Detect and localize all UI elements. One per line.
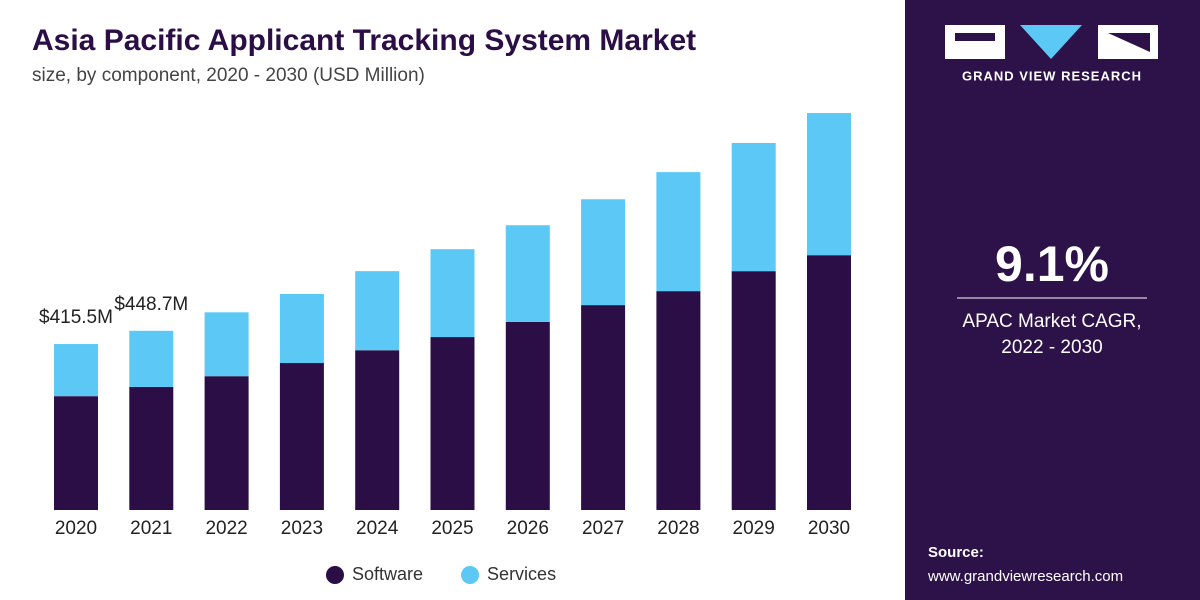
bar-segment <box>505 321 550 510</box>
bar-segment <box>54 344 98 397</box>
bar-segment <box>54 396 98 510</box>
cagr-label: APAC Market CAGR, <box>962 311 1141 332</box>
x-tick-label: 2030 <box>808 518 850 539</box>
source-title: Source: <box>928 544 984 561</box>
cagr-label: 2022 - 2030 <box>1001 337 1102 358</box>
x-tick-label: 2029 <box>733 518 775 539</box>
bar-segment <box>807 113 851 256</box>
logo-block <box>945 25 1005 59</box>
bar-segment <box>656 172 701 292</box>
logo: GRAND VIEW RESEARCH <box>945 25 1158 83</box>
bar-segment <box>656 291 701 510</box>
bar-segment <box>355 350 400 510</box>
legend-swatch <box>326 566 344 584</box>
sidebar-background <box>905 0 1200 600</box>
bar-segment <box>204 376 249 510</box>
source-url: www.grandviewresearch.com <box>927 568 1123 585</box>
logo-cut <box>955 33 995 41</box>
chart-subtitle: size, by component, 2020 - 2030 (USD Mil… <box>32 65 425 86</box>
bar-segment <box>129 386 174 510</box>
brand: GRAND VIEW RESEARCH <box>962 68 1142 83</box>
bar-segment <box>581 305 626 510</box>
x-tick-label: 2022 <box>205 518 247 539</box>
bar-segment <box>279 363 324 510</box>
bar-segment <box>505 225 550 322</box>
total-label: $448.7M <box>114 294 188 315</box>
x-tick-label: 2026 <box>507 518 549 539</box>
x-tick-label: 2021 <box>130 518 172 539</box>
bar-segment <box>204 312 249 377</box>
logo-cut <box>1108 33 1150 52</box>
bar-segment <box>279 293 324 364</box>
logo-triangle <box>1020 25 1082 59</box>
legend-swatch <box>461 566 480 584</box>
legend-label: Software <box>352 564 423 584</box>
x-tick-label: 2027 <box>582 518 624 539</box>
bar-segment <box>430 249 475 338</box>
x-tick-label: 2020 <box>55 518 97 539</box>
cagr-value: 9.1% <box>995 236 1109 292</box>
chart-title: Asia Pacific Applicant Tracking System M… <box>32 24 696 57</box>
bar-segment <box>807 255 851 510</box>
x-tick-label: 2028 <box>657 518 699 539</box>
total-label: $415.5M <box>39 307 113 328</box>
legend-label: Services <box>487 564 556 584</box>
bar-segment <box>129 330 174 387</box>
bar-segment <box>731 142 776 272</box>
x-tick-label: 2025 <box>431 518 473 539</box>
bar-segment <box>581 199 626 306</box>
x-tick-label: 2024 <box>356 518 399 539</box>
bar-segment <box>355 271 400 351</box>
bar-segment <box>430 337 475 510</box>
bar-segment <box>731 271 776 510</box>
x-tick-label: 2023 <box>281 518 323 539</box>
